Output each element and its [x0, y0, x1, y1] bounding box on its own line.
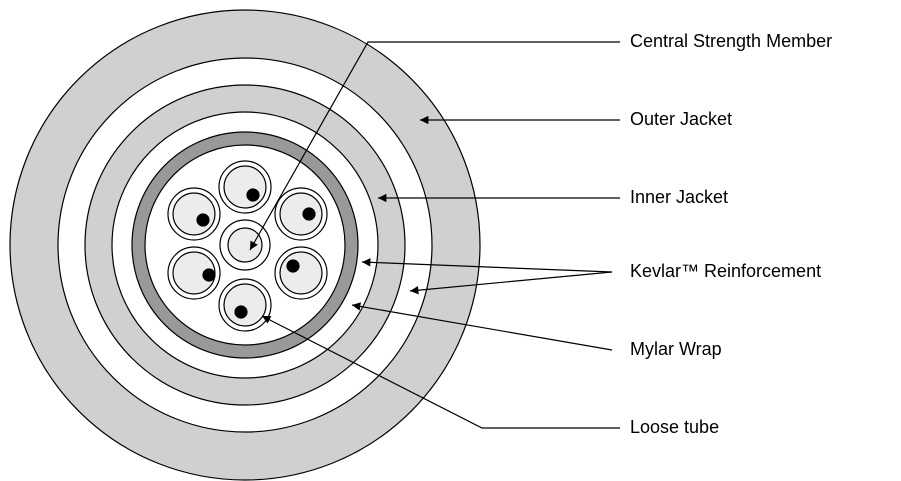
fiber-gel — [172, 192, 216, 236]
fiber — [196, 213, 210, 227]
strength-member-core — [227, 227, 263, 263]
leader — [361, 258, 613, 273]
leader — [249, 41, 620, 251]
leader — [409, 271, 613, 295]
leaders — [249, 41, 620, 429]
fiber-gel — [223, 165, 267, 209]
fiber — [202, 268, 216, 282]
fiber — [302, 207, 316, 221]
leader — [261, 315, 620, 429]
label: Central Strength Member — [630, 31, 832, 51]
label: Mylar Wrap — [630, 339, 722, 359]
fiber-gel — [223, 283, 267, 327]
fiber — [246, 188, 260, 202]
label: Outer Jacket — [630, 109, 732, 129]
loose-tubes — [167, 160, 328, 332]
fiber-gel — [279, 192, 323, 236]
label: Inner Jacket — [630, 187, 728, 207]
label: Kevlar™ Reinforcement — [630, 261, 821, 281]
fiber — [234, 305, 248, 319]
cable — [9, 9, 481, 481]
fiber-gel — [279, 251, 323, 295]
leader — [351, 302, 613, 351]
label: Loose tube — [630, 417, 719, 437]
fiber — [286, 259, 300, 273]
